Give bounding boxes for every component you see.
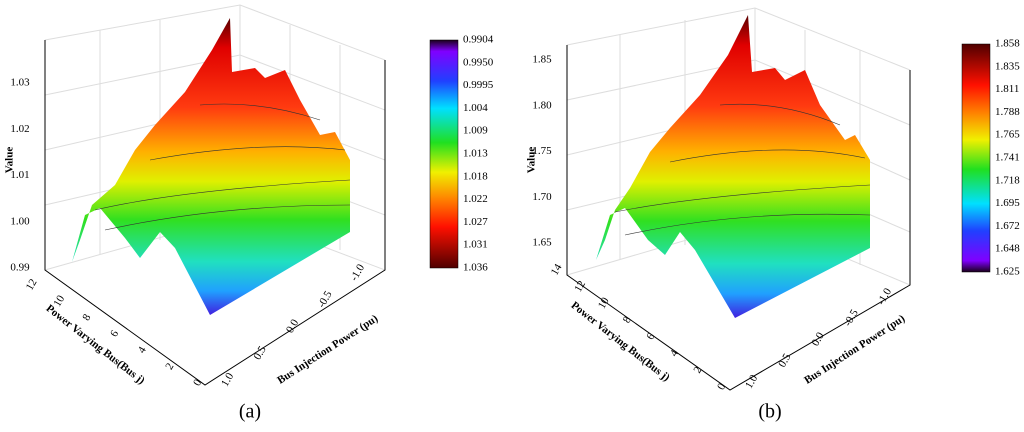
contour-lines bbox=[614, 103, 871, 236]
colorbar-tick-label: 1.811 bbox=[995, 83, 1019, 95]
colorbar-tick-label: 1.858 bbox=[995, 38, 1020, 50]
depth-tick-label: 0 bbox=[191, 377, 204, 388]
z-tick-label: 1.01 bbox=[10, 169, 29, 181]
surface bbox=[596, 15, 870, 318]
colorbar-tick-label: 1.672 bbox=[995, 220, 1020, 232]
plot-b bbox=[566, 7, 991, 391]
depth-tick-label: 14 bbox=[549, 262, 565, 278]
z-axis-title: Value bbox=[4, 147, 16, 174]
colorbar-tick-label: 0.9904 bbox=[463, 34, 494, 46]
x-tick-label: -0.5 bbox=[842, 307, 861, 329]
depth-tick-label: 4 bbox=[668, 348, 681, 359]
colorbar bbox=[429, 39, 459, 269]
z-tick-label: 1.80 bbox=[532, 99, 552, 111]
contour-lines bbox=[94, 103, 351, 231]
z-tick-label: 1.70 bbox=[532, 191, 552, 203]
z-tick-label: 1.65 bbox=[532, 237, 552, 249]
x-tick-label: -1.0 bbox=[348, 262, 367, 284]
surface bbox=[72, 18, 350, 315]
z-tick-label: 1.75 bbox=[532, 145, 552, 157]
colorbar-tick-label: 0.9950 bbox=[463, 56, 494, 68]
panel-label: (b) bbox=[758, 401, 781, 423]
x-tick-label: -0.5 bbox=[316, 289, 335, 311]
colorbar-tick-label: 1.648 bbox=[995, 243, 1020, 255]
axes-frame bbox=[566, 45, 911, 391]
axes-frame bbox=[44, 40, 386, 386]
depth-tick-label: 2 bbox=[691, 365, 704, 376]
panel-label: (a) bbox=[239, 401, 261, 423]
depth-axis-title: Power Varying Bus(Bus j) bbox=[44, 302, 148, 387]
z-tick-label: 1.02 bbox=[10, 123, 29, 135]
depth-tick-label: 12 bbox=[24, 277, 40, 293]
colorbar-tick-label: 1.027 bbox=[463, 216, 488, 228]
z-tick-label: 0.99 bbox=[10, 262, 30, 274]
colorbar-tick-label: 1.718 bbox=[995, 174, 1020, 186]
depth-tick-label: 0 bbox=[715, 381, 728, 392]
colorbar-tick-label: 1.018 bbox=[463, 170, 488, 182]
depth-tick-label: 6 bbox=[644, 331, 657, 342]
depth-tick-label: 12 bbox=[572, 279, 588, 295]
z-tick-label: 1.03 bbox=[10, 77, 30, 89]
colorbar-tick-label: 1.022 bbox=[463, 193, 488, 205]
depth-tick-label: 2 bbox=[163, 361, 176, 372]
depth-tick-label: 6 bbox=[108, 328, 121, 339]
colorbar-tick-label: 1.013 bbox=[463, 148, 488, 160]
x-tick-label: 1.0 bbox=[743, 372, 761, 390]
colorbar bbox=[961, 43, 991, 273]
colorbar-tick-label: 1.765 bbox=[995, 129, 1020, 141]
colorbar-tick-label: 0.9995 bbox=[463, 79, 494, 91]
x-tick-label: 0.0 bbox=[809, 330, 827, 348]
plot-a bbox=[44, 4, 459, 386]
z-tick-label: 1.85 bbox=[532, 54, 552, 66]
colorbar-tick-label: 1.741 bbox=[995, 152, 1020, 164]
depth-tick-label: 4 bbox=[136, 344, 149, 355]
z-tick-label: 1.00 bbox=[10, 215, 30, 227]
colorbar-tick-label: 1.009 bbox=[463, 125, 488, 137]
x-tick-label: -1.0 bbox=[875, 286, 894, 308]
colorbar-tick-label: 1.788 bbox=[995, 106, 1020, 118]
colorbar-tick-label: 1.625 bbox=[995, 266, 1020, 278]
colorbar-tick-label: 1.031 bbox=[463, 239, 488, 251]
colorbar-tick-label: 1.036 bbox=[463, 262, 488, 274]
colorbar-tick-label: 1.835 bbox=[995, 60, 1020, 72]
colorbar-tick-label: 1.695 bbox=[995, 197, 1020, 209]
x-tick-label: 1.0 bbox=[219, 370, 237, 388]
depth-tick-label: 8 bbox=[80, 312, 93, 323]
z-axis-title: Value bbox=[526, 147, 538, 174]
colorbar-tick-label: 1.004 bbox=[463, 102, 488, 114]
depth-tick-label: 8 bbox=[621, 314, 634, 325]
